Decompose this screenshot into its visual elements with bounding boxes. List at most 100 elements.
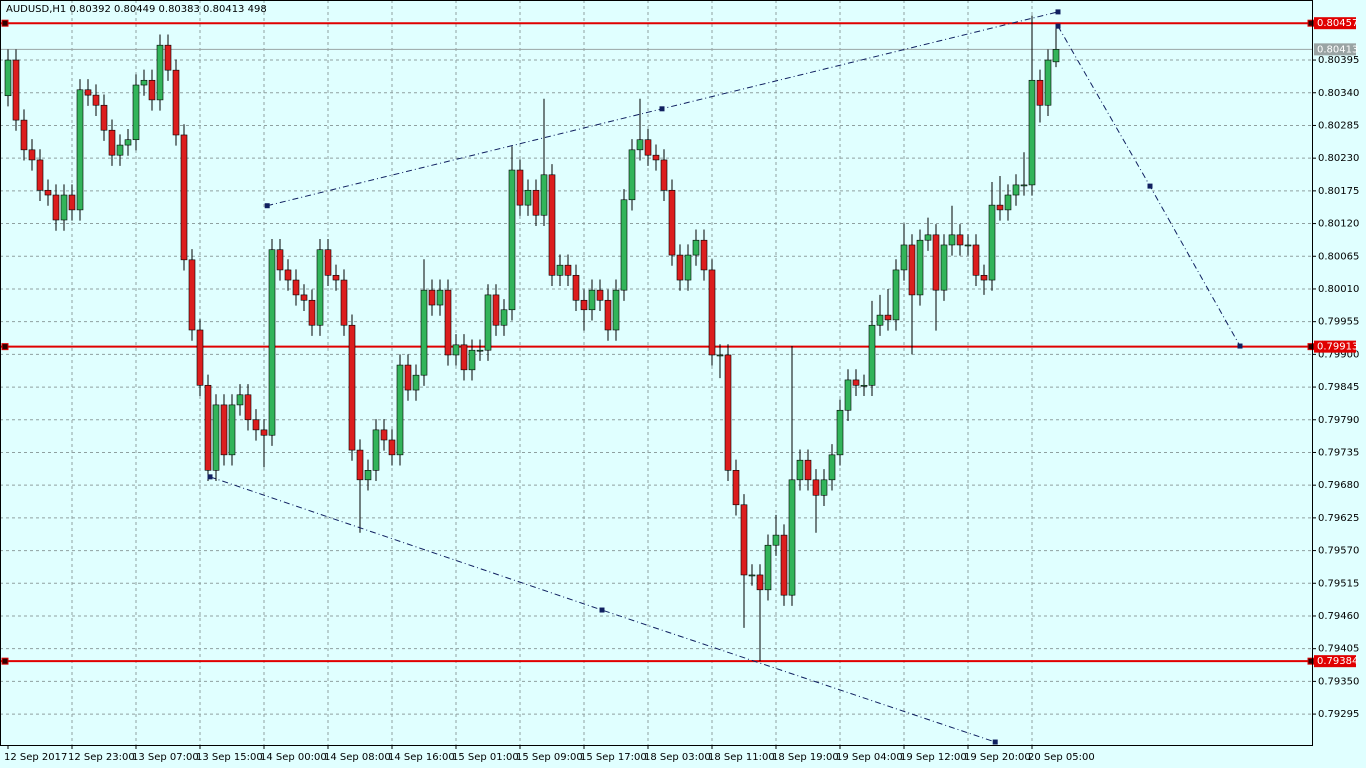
y-tick-label: 0.79790	[1318, 415, 1359, 426]
candle-body	[708, 269, 716, 356]
candle-body	[828, 454, 836, 481]
candle-body	[700, 239, 708, 271]
x-tick-label: 19 Sep 20:00	[964, 752, 1031, 763]
trendline-point	[1237, 343, 1243, 349]
candle-body	[52, 194, 60, 221]
candle-body	[588, 289, 596, 311]
y-tick-label: 0.79680	[1318, 480, 1359, 491]
candle-body	[252, 419, 260, 431]
x-tick-label: 15 Sep 09:00	[516, 752, 583, 763]
candle-body	[60, 194, 68, 221]
x-tick-label: 15 Sep 17:00	[580, 752, 647, 763]
candle-body	[324, 249, 332, 276]
candle-body	[988, 204, 996, 281]
candle-body	[868, 324, 876, 386]
candle-body	[196, 329, 204, 386]
trendline-point	[599, 607, 605, 613]
candle-body	[28, 149, 36, 161]
candle-body	[204, 384, 212, 471]
price-label-box	[1314, 340, 1356, 353]
candle-body	[460, 344, 468, 371]
candle-body	[620, 199, 628, 291]
candle-body	[932, 234, 940, 291]
candle-body	[844, 379, 852, 411]
y-tick-label: 0.80175	[1318, 186, 1359, 197]
x-tick-label: 18 Sep 19:00	[772, 752, 839, 763]
candle-body	[4, 59, 12, 97]
candle-body	[556, 264, 564, 276]
y-tick-label: 0.79350	[1318, 676, 1359, 687]
level-handle	[1307, 343, 1315, 351]
candle-body	[780, 534, 788, 596]
y-tick-label: 0.79955	[1318, 317, 1359, 328]
y-tick-label: 0.79295	[1318, 709, 1359, 720]
x-tick-label: 14 Sep 08:00	[324, 752, 391, 763]
candle-body	[500, 309, 508, 326]
candle-body	[1004, 194, 1012, 211]
level-handle	[1307, 657, 1315, 665]
candle-body	[892, 269, 900, 321]
candle-body	[380, 429, 388, 441]
x-tick-label: 18 Sep 03:00	[644, 752, 711, 763]
trendline-point	[1055, 23, 1061, 29]
candle-body	[692, 239, 700, 256]
candle-body	[220, 404, 228, 456]
candle-body	[12, 59, 20, 121]
candle-body	[884, 314, 892, 321]
candle-body	[948, 234, 956, 246]
candle-body	[188, 259, 196, 331]
level-handle	[1, 19, 9, 27]
candle-body	[372, 429, 380, 471]
trendline-point	[207, 474, 213, 480]
candle-body	[564, 264, 572, 276]
candle-body	[132, 84, 140, 141]
candle-body	[1052, 49, 1060, 63]
candle-body	[228, 404, 236, 456]
candle-body	[732, 470, 740, 506]
candle-body	[972, 244, 980, 276]
price-label-box	[1314, 17, 1356, 30]
candle-body	[332, 274, 340, 281]
candle-body	[644, 139, 652, 156]
price-label: 0.79384	[1317, 656, 1358, 667]
candle-body	[908, 244, 916, 296]
candle-body	[540, 174, 548, 216]
candle-body	[1044, 59, 1052, 106]
x-tick-label: 20 Sep 05:00	[1028, 752, 1095, 763]
price-label: 0.79913	[1317, 342, 1358, 353]
candle-body	[628, 149, 636, 201]
candle-body	[68, 194, 76, 211]
x-tick-label: 19 Sep 04:00	[836, 752, 903, 763]
candle-body	[36, 159, 44, 191]
candle-body	[940, 244, 948, 291]
candle-body	[428, 289, 436, 306]
candle-body	[508, 169, 516, 311]
trendline	[209, 476, 996, 743]
trendline-point	[1147, 183, 1153, 189]
marks	[0, 9, 1315, 745]
x-tick-label: 13 Sep 15:00	[196, 752, 263, 763]
candle-body	[340, 279, 348, 326]
candle-body	[660, 159, 668, 191]
candle-body	[996, 204, 1004, 211]
candle-body	[172, 69, 180, 136]
candle-body	[748, 574, 756, 577]
candle-body	[156, 44, 164, 101]
x-tick-label: 19 Sep 12:00	[900, 752, 967, 763]
x-tick-label: 18 Sep 11:00	[708, 752, 775, 763]
candle-body	[44, 189, 52, 196]
candle-body	[124, 139, 132, 146]
trendline-point	[1055, 9, 1061, 15]
y-tick-label: 0.79625	[1318, 513, 1359, 524]
candle-body	[964, 244, 972, 247]
candle-body	[292, 279, 300, 296]
plot-frame	[0, 0, 1313, 746]
candle-body	[612, 289, 620, 331]
candle-body	[756, 574, 764, 591]
chart-title: AUDUSD,H1 0.80392 0.80449 0.80383 0.8041…	[6, 4, 267, 15]
candle-body	[516, 169, 524, 206]
y-tick-label: 0.80120	[1318, 219, 1359, 230]
candle-body	[980, 274, 988, 281]
candle-body	[436, 289, 444, 306]
